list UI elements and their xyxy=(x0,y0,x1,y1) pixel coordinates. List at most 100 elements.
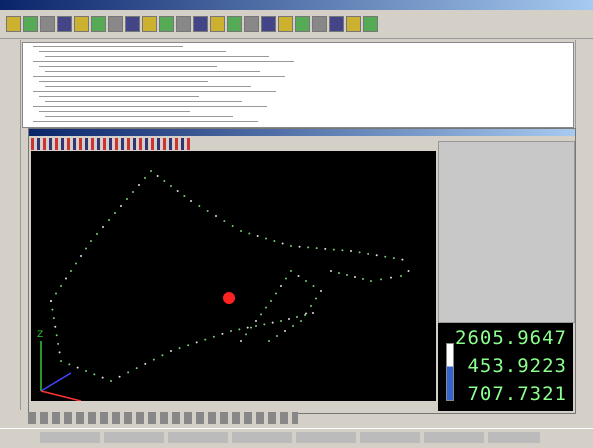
point xyxy=(126,198,128,200)
point xyxy=(118,375,121,378)
tool-icon[interactable] xyxy=(295,16,310,32)
point xyxy=(300,320,302,322)
tool-icon[interactable] xyxy=(57,16,72,32)
pane-line xyxy=(45,71,260,72)
pane-line xyxy=(33,121,258,122)
point xyxy=(384,255,387,258)
point xyxy=(284,330,286,332)
point xyxy=(296,316,298,318)
point xyxy=(221,332,224,335)
point xyxy=(68,363,71,366)
point xyxy=(358,251,361,254)
graphics-window: Z 2605.9647 453.9223 707.7321 xyxy=(28,128,576,414)
point xyxy=(380,278,382,281)
point xyxy=(240,230,242,232)
point xyxy=(60,360,62,362)
point xyxy=(370,280,372,282)
point xyxy=(350,250,352,252)
point xyxy=(230,330,232,332)
point xyxy=(255,320,257,322)
tool-icon[interactable] xyxy=(108,16,123,32)
tool-icon[interactable] xyxy=(23,16,38,32)
point xyxy=(238,328,241,331)
point xyxy=(290,245,292,247)
point xyxy=(50,300,52,302)
point xyxy=(281,242,284,245)
point xyxy=(101,376,104,379)
point xyxy=(76,366,79,369)
point xyxy=(108,219,110,221)
point xyxy=(276,335,278,337)
point xyxy=(292,325,294,327)
point xyxy=(96,233,98,235)
tool-icon[interactable] xyxy=(210,16,225,32)
probe xyxy=(223,292,235,304)
point xyxy=(152,358,155,361)
tool-icon[interactable] xyxy=(227,16,242,32)
tool-icon[interactable] xyxy=(312,16,327,32)
tool-icon[interactable] xyxy=(40,16,55,32)
point xyxy=(338,272,340,274)
window-title xyxy=(29,129,575,136)
pane-line xyxy=(45,56,269,57)
tool-icon[interactable] xyxy=(91,16,106,32)
viewport: Z xyxy=(31,151,436,401)
tool-icon[interactable] xyxy=(193,16,208,32)
point xyxy=(187,344,190,347)
point xyxy=(260,313,262,316)
left-toolbar xyxy=(0,40,21,410)
point xyxy=(102,226,104,228)
point xyxy=(75,262,77,265)
point xyxy=(367,252,370,255)
point xyxy=(310,305,312,307)
point xyxy=(170,350,172,352)
point xyxy=(246,326,249,329)
point xyxy=(204,338,207,341)
pane-line xyxy=(33,106,267,107)
tool-icon[interactable] xyxy=(244,16,259,32)
tool-icon[interactable] xyxy=(329,16,344,32)
tool-icon[interactable] xyxy=(176,16,191,32)
point xyxy=(324,247,327,250)
point xyxy=(93,373,96,376)
point xyxy=(362,278,364,280)
point xyxy=(273,240,276,242)
tool-icon[interactable] xyxy=(6,16,21,32)
point xyxy=(70,270,72,272)
point xyxy=(85,247,87,250)
point xyxy=(270,300,272,302)
tool-icon[interactable] xyxy=(125,16,140,32)
point xyxy=(250,326,252,329)
point xyxy=(298,245,301,248)
program-pane xyxy=(22,42,574,128)
point xyxy=(275,292,277,295)
tool-icon[interactable] xyxy=(74,16,89,32)
point xyxy=(127,371,130,374)
tool-icon[interactable] xyxy=(142,16,157,32)
point xyxy=(163,180,166,182)
point xyxy=(245,333,247,336)
point xyxy=(265,237,267,240)
point xyxy=(195,341,198,344)
point xyxy=(341,249,344,252)
tool-icon[interactable] xyxy=(346,16,361,32)
point xyxy=(307,246,310,249)
toolbar-icons xyxy=(6,16,386,34)
pane-line xyxy=(33,61,294,62)
point xyxy=(231,225,234,227)
axis-x xyxy=(40,390,82,401)
point xyxy=(255,325,257,327)
side-panel xyxy=(438,141,575,323)
tool-icon[interactable] xyxy=(159,16,174,32)
point xyxy=(280,285,282,287)
point xyxy=(58,351,61,354)
tool-icon[interactable] xyxy=(278,16,293,32)
point xyxy=(305,312,307,315)
point xyxy=(206,210,209,212)
tool-icon[interactable] xyxy=(261,16,276,32)
point xyxy=(135,367,138,370)
point xyxy=(183,195,186,197)
bottom-toolbar xyxy=(28,412,298,424)
point xyxy=(401,258,404,261)
tool-icon[interactable] xyxy=(363,16,378,32)
